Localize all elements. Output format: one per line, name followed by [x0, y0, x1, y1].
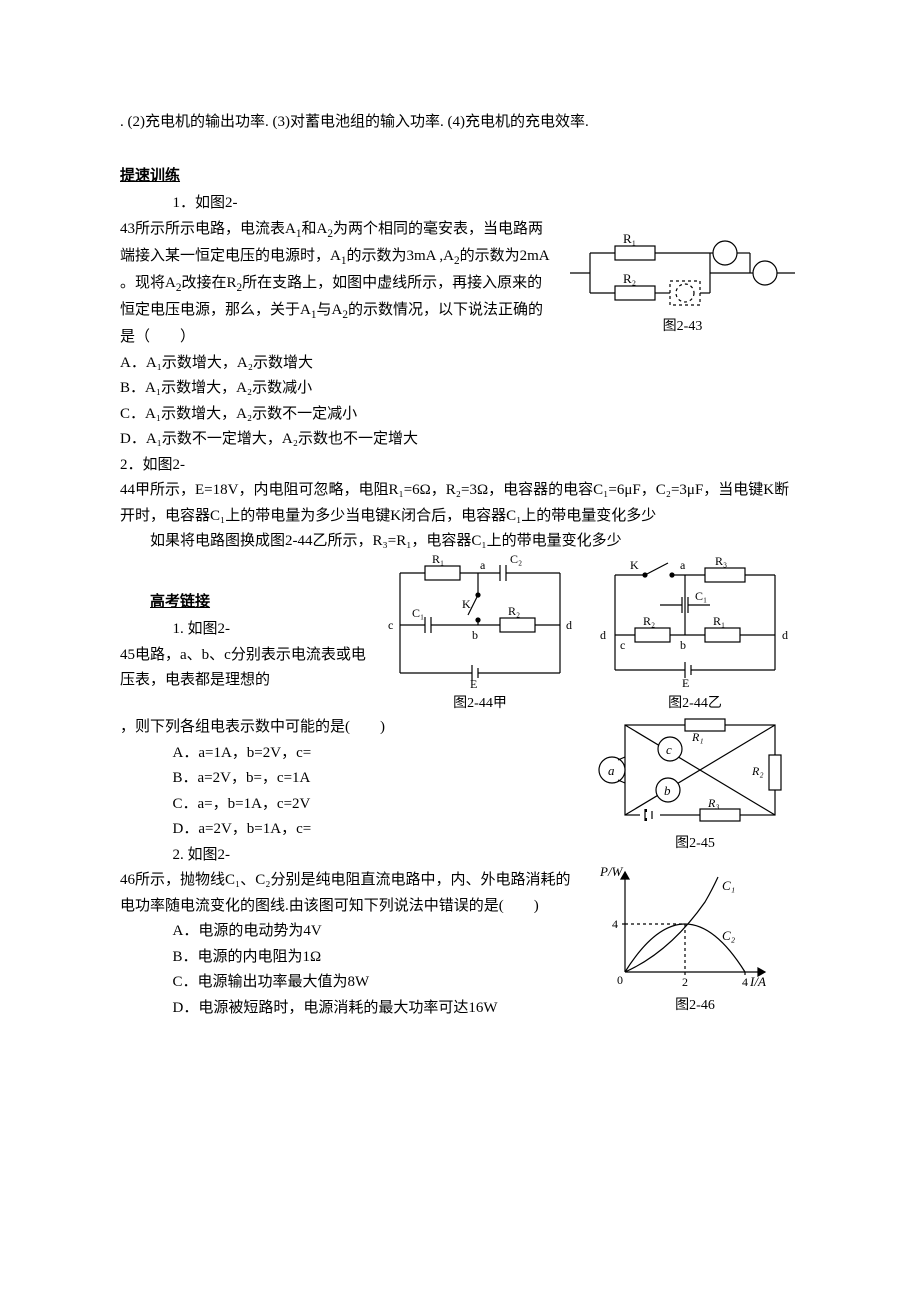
t: 。现将A [120, 275, 176, 291]
speed-q1-opt-d: D．A₁示数不一定增大，A₂示数也不一定增大 [120, 427, 800, 453]
fig-2-43-svg: R₁ R₂ [565, 233, 800, 313]
fig-246-caption: 图2-46 [590, 994, 800, 1018]
t: 的示数为3mA ,A [346, 248, 454, 264]
l: b [680, 638, 686, 652]
l: I/A [749, 974, 766, 989]
l: R₃ [707, 796, 720, 810]
l: d [782, 628, 788, 642]
speed-q2-body1: 44甲所示，E=18V，内电阻可忽略，电阻R₁=6Ω，R₂=3Ω，电容器的电容C… [120, 478, 800, 529]
l: P/W [599, 864, 624, 879]
speed-q1-opt-a: A．A₁示数增大，A₂示数增大 [120, 351, 800, 377]
fig243-r1-label: R₁ [623, 233, 636, 246]
speed-q1: R₁ R₂ 图2-43 1．如图2- 43所示所示电路，电流表A1和A2为两个相… [120, 191, 800, 453]
figure-2-44b: K a R₃ C₁ R₂ R₁ d d c b E 图2-44乙 [590, 555, 800, 716]
gaokao-block: a b c R₁ R₂ R₃ 图2-45 [120, 715, 800, 1021]
top-fragment: . (2)充电机的输出功率. (3)对蓄电池组的输入功率. (4)充电机的充电效… [120, 110, 800, 136]
l: a [480, 558, 486, 572]
l: 4 [612, 917, 618, 931]
fig-2-43-caption: 图2-43 [565, 315, 800, 339]
figure-2-45: a b c R₁ R₂ R₃ 图2-45 [590, 715, 800, 856]
fig-244a-caption: 图2-44甲 [380, 692, 580, 716]
speed-q1-opt-c: C．A₁示数增大，A₂示数不一定减小 [120, 402, 800, 428]
section-heading-speed: 提速训练 [120, 164, 800, 190]
l: d [600, 628, 606, 642]
l: C₂ [510, 555, 522, 566]
l: a [608, 763, 615, 778]
figure-2-46: P/W I/A 4 2 4 0 C₁ C₂ 图2-46 [590, 862, 800, 1018]
l: a [680, 558, 686, 572]
l: R₁ [713, 614, 725, 628]
l: K [462, 597, 471, 611]
l: K [630, 558, 639, 572]
speed-q1-lead: 1．如图2- [120, 191, 800, 217]
l: c [666, 742, 672, 757]
speed-q1-opt-b: B．A₁示数增大，A₂示数减小 [120, 376, 800, 402]
l: R₂ [643, 614, 655, 628]
figure-2-44a: R₁ a C₂ K c C₁ b R₂ d E 图2-44甲 [380, 555, 580, 716]
l: R₂ [751, 764, 764, 778]
l: c [620, 638, 625, 652]
speed-q2-body2: 如果将电路图换成图2-44乙所示，R₃=R₁，电容器C₁上的带电量变化多少 [120, 529, 800, 555]
speed-q2-lead: 2．如图2- [120, 453, 800, 479]
l: b [472, 628, 478, 642]
t: 和A [301, 221, 327, 237]
l: C₂ [722, 928, 736, 943]
row-244: K a R₃ C₁ R₂ R₁ d d c b E 图2-44乙 [120, 555, 800, 716]
l: E [470, 677, 477, 690]
t: 43所示所示电路，电流表A [120, 221, 296, 237]
fig-244b-svg: K a R₃ C₁ R₂ R₁ d d c b E [590, 555, 800, 690]
l: 0 [617, 973, 623, 987]
l: d [566, 618, 572, 632]
fig-245-svg: a b c R₁ R₂ R₃ [590, 715, 800, 830]
l: 4 [742, 975, 748, 989]
t: 的示数为2mA [460, 248, 549, 264]
l: R₁ [432, 555, 444, 566]
right-figs-col: a b c R₁ R₂ R₃ 图2-45 [590, 715, 800, 1018]
t: 改接在R [181, 275, 236, 291]
l: C₁ [412, 606, 424, 620]
l: R₃ [715, 555, 727, 568]
l: C₁ [695, 589, 707, 603]
l: 2 [682, 975, 688, 989]
l: E [682, 676, 689, 690]
fig243-r2-label: R₂ [623, 271, 636, 286]
figure-2-43: R₁ R₂ 图2-43 [565, 233, 800, 339]
l: R₁ [691, 730, 704, 744]
l: R₂ [508, 604, 520, 618]
t: 与A [316, 302, 342, 318]
fig-244a-svg: R₁ a C₂ K c C₁ b R₂ d E [380, 555, 580, 690]
fig-245-caption: 图2-45 [590, 832, 800, 856]
l: b [664, 783, 671, 798]
fig-246-svg: P/W I/A 4 2 4 0 C₁ C₂ [590, 862, 785, 992]
fig-244b-caption: 图2-44乙 [590, 692, 800, 716]
l: C₁ [722, 878, 735, 893]
l: c [388, 618, 393, 632]
